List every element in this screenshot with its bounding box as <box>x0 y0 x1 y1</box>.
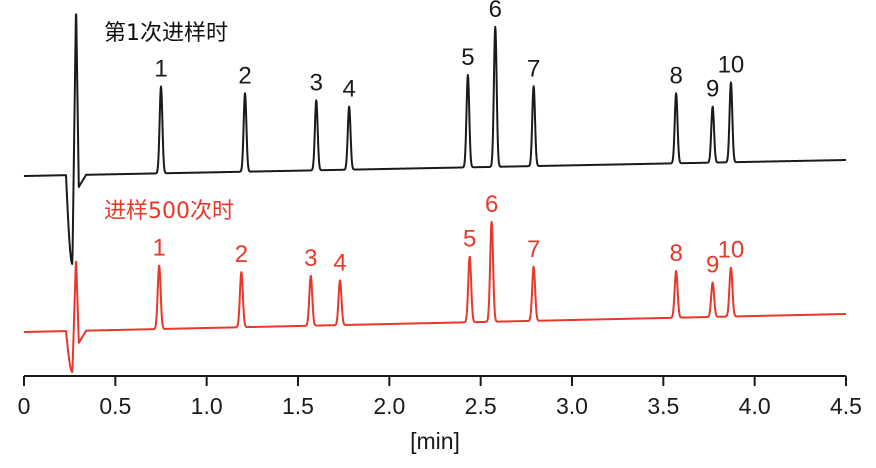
peak-label: 1 <box>154 56 167 83</box>
trace-title-500th-injection: 进样500次时 <box>104 199 234 224</box>
x-tick-label: 1.5 <box>282 393 314 419</box>
peak-label: 9 <box>706 76 719 103</box>
x-tick-label: 3.5 <box>647 393 679 419</box>
peak-label: 7 <box>527 236 540 263</box>
x-axis: 0 0.5 1.0 1.5 2.0 2.5 3.0 3.5 4.0 4.5 [min] <box>18 375 862 454</box>
traces-layer <box>23 13 847 373</box>
x-tick-label: 2.0 <box>373 393 405 419</box>
trace-line-500th-injection <box>23 220 847 373</box>
peak-label: 6 <box>489 0 502 23</box>
peak-label: 8 <box>669 240 682 267</box>
peak-label: 3 <box>304 245 317 272</box>
peak-label: 2 <box>238 62 251 89</box>
x-tick-label: 3.0 <box>556 393 588 419</box>
x-ticks: 0 0.5 1.0 1.5 2.0 2.5 3.0 3.5 4.0 4.5 <box>18 376 862 419</box>
trace-titles-layer: 第1次进样时 进样500次时 <box>104 21 234 224</box>
x-tick-label: 4.0 <box>739 393 771 419</box>
peak-label: 1 <box>152 235 165 262</box>
peak-label: 6 <box>485 191 498 218</box>
peak-label: 2 <box>235 241 248 268</box>
peak-label: 9 <box>706 252 719 279</box>
trace-line-first-injection <box>23 13 847 265</box>
x-tick-label: 0.5 <box>99 393 131 419</box>
peak-label: 5 <box>461 44 474 71</box>
x-tick-label: 1.0 <box>191 393 223 419</box>
peak-label: 8 <box>669 62 682 89</box>
peak-label: 10 <box>718 237 745 264</box>
peak-label: 4 <box>342 76 355 103</box>
peak-label: 10 <box>718 51 745 78</box>
peak-label: 4 <box>333 249 346 276</box>
x-tick-label: 4.5 <box>830 393 862 419</box>
peak-label: 7 <box>527 55 540 82</box>
peak-label: 5 <box>463 226 476 253</box>
x-tick-label: 0 <box>18 393 31 419</box>
x-tick-label: 2.5 <box>465 393 497 419</box>
peak-label: 3 <box>310 69 323 96</box>
x-axis-label: [min] <box>410 428 460 454</box>
trace-title-first-injection: 第1次进样时 <box>104 21 228 46</box>
